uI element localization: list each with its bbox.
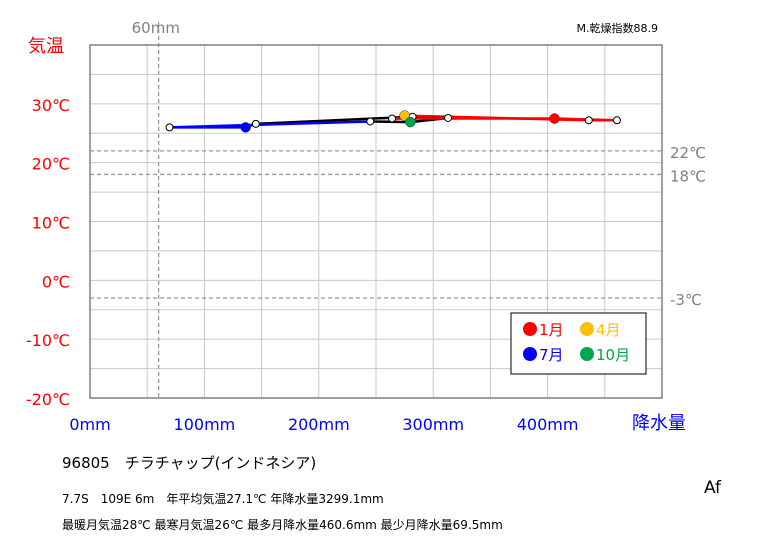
month-point-12 — [388, 114, 397, 123]
month-point-10 — [405, 116, 416, 128]
y-tick-label: 0℃ — [42, 272, 70, 291]
month-point-7 — [240, 122, 251, 133]
plot-frame — [89, 44, 663, 399]
month-point-1 — [549, 113, 560, 124]
dryness-index: M.乾燥指数88.9 — [577, 21, 658, 35]
month-point-11 — [444, 113, 453, 122]
y-tick-label: -10℃ — [26, 331, 70, 350]
station-info-line2: 最暖月気温28℃ 最寒月気温26℃ 最多月降水量460.6mm 最少月降水量69… — [62, 518, 503, 532]
x-tick-label: 100mm — [174, 415, 236, 434]
ref-label--3: -3℃ — [670, 291, 702, 309]
ref-label-18: 18℃ — [670, 167, 706, 185]
month-path-segment — [169, 120, 371, 129]
y-tick-label: 20℃ — [32, 155, 70, 174]
legend-label-1: 1月 — [539, 321, 564, 339]
x-tick-label: 400mm — [517, 415, 579, 434]
legend-label-4: 4月 — [596, 321, 621, 339]
y-tick-label: 10℃ — [32, 214, 70, 233]
station-info-line1: 7.7S 109E 6m 年平均気温27.1℃ 年降水量3299.1mm — [62, 492, 384, 506]
x-tick-label: 200mm — [288, 415, 350, 434]
month-point-8 — [165, 123, 174, 132]
legend-label-7: 7月 — [539, 346, 564, 364]
legend-label-10: 10月 — [596, 346, 630, 364]
month-point-9 — [366, 117, 375, 126]
legend-marker-7 — [523, 347, 537, 361]
legend-marker-1 — [523, 322, 537, 336]
station-name: 96805 チラチャップ(インドネシア) — [62, 454, 317, 472]
month-point-2 — [612, 116, 621, 125]
month-path-segment — [255, 115, 413, 126]
y-axis-label: 気温 — [28, 36, 64, 57]
x-tick-label: 0mm — [69, 415, 110, 434]
y-tick-label: 30℃ — [32, 96, 70, 115]
legend-marker-4 — [580, 322, 594, 336]
ref-label-22: 22℃ — [670, 144, 706, 162]
ref-label-precip: 60mm — [132, 19, 180, 37]
month-point-6 — [251, 119, 260, 128]
x-axis-label: 降水量 — [632, 413, 686, 434]
y-tick-label: -20℃ — [26, 390, 70, 409]
x-tick-label: 300mm — [402, 415, 464, 434]
month-point-3 — [584, 116, 593, 125]
climate-code: Af — [704, 478, 722, 498]
legend-marker-10 — [580, 347, 594, 361]
